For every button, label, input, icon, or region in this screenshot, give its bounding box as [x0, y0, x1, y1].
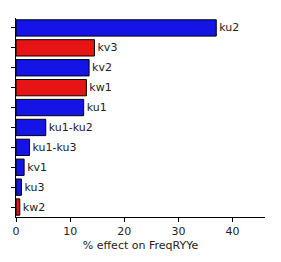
svg-text:30: 30: [171, 225, 185, 238]
svg-text:ku1-ku3: ku1-ku3: [33, 141, 77, 154]
svg-text:10: 10: [63, 225, 77, 238]
svg-text:ku1: ku1: [87, 101, 107, 114]
svg-text:20: 20: [117, 225, 131, 238]
svg-text:40: 40: [226, 225, 240, 238]
svg-text:kv1: kv1: [27, 161, 47, 174]
svg-text:0: 0: [13, 225, 20, 238]
svg-text:kw2: kw2: [23, 201, 45, 214]
svg-text:kv3: kv3: [97, 41, 117, 54]
svg-text:kw1: kw1: [89, 81, 111, 94]
svg-text:ku1-ku2: ku1-ku2: [49, 121, 93, 134]
svg-text:kv2: kv2: [92, 61, 112, 74]
svg-text:% effect on FreqRYYe: % effect on FreqRYYe: [83, 239, 199, 252]
svg-text:ku3: ku3: [24, 181, 44, 194]
svg-text:ku2: ku2: [219, 21, 239, 34]
